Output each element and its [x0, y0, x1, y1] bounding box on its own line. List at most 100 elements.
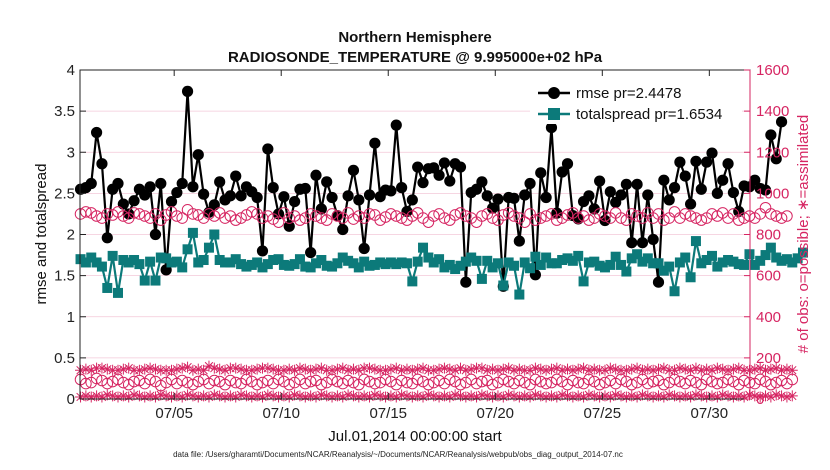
rmse-point [358, 242, 370, 255]
assimilated-obs-point [182, 389, 194, 401]
x-tick-label: 07/25 [584, 405, 622, 422]
assimilated-obs-point [481, 364, 493, 376]
possible-obs-point [229, 214, 242, 226]
assimilated-obs-point [406, 364, 418, 376]
assimilated-obs-point [123, 391, 135, 403]
rmse-point [417, 177, 429, 189]
assimilated-obs-point [412, 363, 424, 375]
assimilated-obs-point [149, 391, 161, 403]
assimilated-obs-point [529, 389, 541, 401]
rmse-point [733, 205, 745, 218]
rmse-point [288, 196, 301, 208]
rmse-point [695, 183, 707, 195]
assimilated-obs-point [722, 364, 734, 376]
totalspread-point [476, 273, 487, 284]
rmse-point [508, 192, 520, 204]
assimilated-obs-point [267, 363, 279, 375]
assimilated-obs-point [454, 362, 466, 374]
totalspread-point [257, 262, 268, 273]
assimilated-obs-point [513, 363, 525, 375]
rmse-point [775, 116, 788, 128]
assimilated-obs-point [133, 390, 145, 402]
assimilated-obs-point [256, 391, 268, 403]
totalspread-point [112, 287, 123, 298]
possible-obs-point [583, 373, 595, 386]
possible-obs-point [144, 373, 156, 386]
assimilated-obs-point [610, 389, 622, 401]
rmse-point [363, 189, 376, 201]
possible-obs-point [529, 214, 542, 226]
totalspread-point [632, 249, 643, 260]
assimilated-obs-point [294, 362, 306, 374]
rmse-point [642, 189, 654, 201]
assimilated-obs-point [396, 389, 408, 401]
assimilated-obs-point [80, 363, 92, 375]
rmse-point [561, 158, 574, 170]
assimilated-obs-point [433, 391, 445, 403]
totalspread-point [535, 259, 546, 270]
assimilated-obs-point [353, 391, 365, 403]
possible-obs-point [310, 210, 322, 222]
assimilated-obs-point [487, 363, 499, 375]
assimilated-obs-point [754, 362, 766, 374]
rmse-point [690, 155, 702, 167]
totalspread-point [310, 258, 321, 269]
assimilated-obs-point [545, 390, 557, 402]
assimilated-obs-point [230, 362, 242, 374]
assimilated-obs-point [497, 363, 509, 375]
totalspread-point [583, 257, 594, 268]
assimilated-obs-point [449, 364, 461, 376]
possible-obs-point [438, 212, 451, 224]
assimilated-obs-point [540, 364, 552, 376]
totalspread-point [289, 259, 300, 270]
rmse-point [604, 186, 616, 198]
assimilated-obs-point [283, 391, 295, 403]
totalspread-point [444, 259, 455, 270]
totalspread-point [749, 259, 760, 270]
assimilated-obs-point [503, 362, 515, 374]
totalspread-point [728, 256, 739, 267]
assimilated-obs-point [289, 389, 301, 401]
assimilated-obs-point [503, 389, 515, 401]
assimilated-obs-point [251, 363, 263, 375]
possible-obs-point [171, 210, 183, 222]
assimilated-obs-point [583, 389, 595, 401]
x-tick-label: 07/20 [476, 405, 514, 422]
totalspread-point [578, 276, 589, 287]
legend-spread-label: totalspread pr=1.6534 [576, 106, 722, 123]
assimilated-obs-point [460, 364, 472, 376]
assimilated-obs-point [91, 390, 103, 402]
rmse-point [155, 177, 167, 190]
possible-obs-point [631, 210, 643, 222]
rmse-point [615, 189, 627, 201]
totalspread-point [669, 286, 680, 297]
assimilated-obs-point [770, 362, 782, 374]
assimilated-obs-point [449, 389, 461, 401]
possible-obs-point [304, 375, 317, 388]
assimilated-obs-point [685, 364, 697, 376]
totalspread-point [685, 272, 696, 283]
rmse-point [85, 177, 97, 190]
possible-obs-point [395, 374, 408, 387]
rmse-point [540, 191, 552, 204]
assimilated-obs-point [588, 390, 600, 402]
assimilated-obs-point [294, 390, 306, 402]
assimilated-obs-point [337, 391, 349, 403]
assimilated-obs-point [438, 362, 450, 374]
rmse-point [668, 182, 681, 194]
rmse-point [310, 169, 322, 181]
totalspread-point [391, 259, 402, 270]
rmse-point [139, 189, 151, 201]
assimilated-obs-point [262, 362, 274, 374]
assimilated-obs-point [353, 364, 365, 376]
totalspread-point [348, 258, 359, 269]
totalspread-point [193, 257, 204, 268]
assimilated-obs-point [85, 391, 97, 403]
totalspread-point [739, 259, 750, 270]
possible-obs-point [272, 216, 285, 228]
totalspread-point [471, 255, 482, 266]
assimilated-obs-point [636, 364, 648, 376]
totalspread-point [246, 259, 257, 270]
totalspread-point [792, 253, 803, 264]
totalspread-point [412, 256, 423, 267]
